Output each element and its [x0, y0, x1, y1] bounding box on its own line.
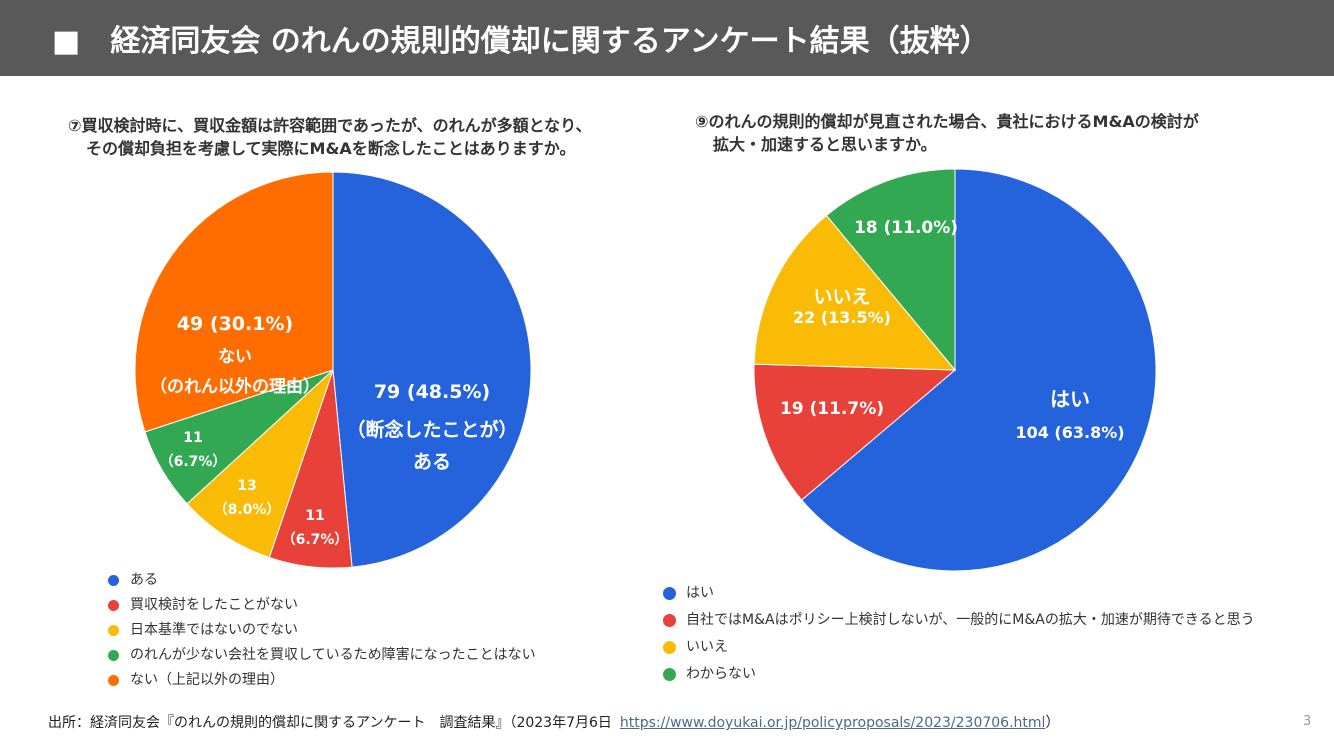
legend-dot-icon [663, 641, 676, 654]
chart1-question-line2: その償却負担を考慮して実際にM&Aを断念したことはありますか。 [86, 139, 576, 158]
chart2-slice-4-label-1: 18 (11.0%) [854, 218, 958, 238]
legend-label: いいえ [686, 639, 728, 655]
chart1-slice-5-label-3: （のれん以外の理由） [150, 376, 320, 397]
chart1-legend: ある買収検討をしたことがない 日本基準ではないのでないのれんが少ない会社を買収して… [108, 568, 536, 693]
page-title: ■ 経済同友会 のれんの規則的償却に関するアンケート結果（抜粋） [52, 24, 990, 59]
legend-label: わからない [686, 666, 756, 682]
source-footer: 出所：経済同友会『のれんの規則的償却に関するアンケート 調査結果』（2023年7… [48, 712, 1059, 732]
legend-dot-icon [663, 587, 676, 600]
legend-dot-icon [663, 668, 676, 681]
legend-label: はい [686, 585, 714, 601]
legend-dot-icon [108, 675, 119, 686]
legend-label: ある [130, 572, 158, 588]
chart2-legend-item: はい [663, 580, 1255, 607]
chart1-slice-3-label-1: 13 [237, 478, 256, 494]
chart2-legend-item: いいえ [663, 634, 1255, 661]
chart1-slice-3-label-2: （8.0%） [214, 502, 281, 518]
legend-dot-icon [663, 614, 676, 627]
chart2-slice-3-label-2: 22 (13.5%) [793, 308, 891, 327]
legend-label: 自社ではM&Aはポリシー上検討しないが、一般的にM&Aの拡大・加速が期待できると… [686, 612, 1255, 628]
chart1-slice-1 [332, 171, 532, 568]
legend-label: 買収検討をしたことがない [130, 597, 298, 613]
chart1-question: ⑦買収検討時に、買収金額は許容範囲であったが、のれんが多額となり、 その償却負担… [68, 114, 591, 160]
legend-label: 日本基準ではないのでない [130, 622, 298, 638]
source-close: ） [1045, 715, 1060, 731]
chart2-question: ⑨のれんの規則的償却が見直された場合、貴社におけるM&Aの検討が 拡大・加速する… [695, 110, 1199, 156]
chart2-slice-1 [801, 168, 1157, 572]
chart1-slice-1-label-3: ある [413, 451, 451, 473]
chart1-slice-1-label-2: （断念したことが） [346, 418, 517, 441]
chart1-slice-1-label-1: 79 (48.5%) [374, 381, 490, 403]
chart1-legend-item: ある [108, 568, 536, 593]
chart2-legend-item: わからない [663, 661, 1255, 688]
chart2-slice-2-label-1: 19 (11.7%) [780, 399, 884, 419]
chart1-legend-item: のれんが少ない会社を買収しているため障害になったことはない [108, 643, 536, 668]
legend-dot-icon [108, 575, 119, 586]
legend-label: のれんが少ない会社を買収しているため障害になったことはない [130, 647, 536, 663]
chart2-slice-1-label-1: はい [1050, 387, 1090, 411]
chart1-legend-item: 日本基準ではないのでない [108, 618, 536, 643]
chart1-slice-2-label-2: （6.7%） [282, 532, 349, 548]
chart1-slice-5 [134, 171, 334, 433]
chart2-question-line2: 拡大・加速すると思いますか。 [713, 135, 937, 154]
chart2-question-line1: ⑨のれんの規則的償却が見直された場合、貴社におけるM&Aの検討が [695, 112, 1199, 131]
chart1-slice-4-label-1: 11 [183, 430, 202, 446]
source-text: 出所：経済同友会『のれんの規則的償却に関するアンケート 調査結果』（2023年7… [48, 715, 612, 731]
source-link[interactable]: https://www.doyukai.or.jp/policyproposal… [619, 715, 1046, 731]
chart2-slice-2 [753, 363, 957, 501]
chart1-slice-5-label-2: ない [218, 347, 252, 367]
legend-dot-icon [108, 650, 119, 661]
chart2-legend: はい自社ではM&Aはポリシー上検討しないが、一般的にM&Aの拡大・加速が期待でき… [663, 580, 1255, 688]
chart1-legend-item: ない（上記以外の理由） [108, 668, 536, 693]
page-number: 3 [1303, 714, 1312, 729]
chart1-slice-5-label-1: 49 (30.1%) [177, 313, 293, 335]
chart1-slice-2-label-1: 11 [305, 508, 324, 524]
chart2-slice-3-label-1: いいえ [813, 286, 870, 308]
chart1-question-line1: ⑦買収検討時に、買収金額は許容範囲であったが、のれんが多額となり、 [68, 116, 592, 135]
header-bar: ■ 経済同友会 のれんの規則的償却に関するアンケート結果（抜粋） [0, 0, 1334, 76]
chart1-legend-item: 買収検討をしたことがない [108, 593, 536, 618]
chart1-slice-4-label-2: （6.7%） [160, 454, 227, 470]
legend-label: ない（上記以外の理由） [130, 672, 284, 688]
chart2-legend-item: 自社ではM&Aはポリシー上検討しないが、一般的にM&Aの拡大・加速が期待できると… [663, 607, 1255, 634]
legend-dot-icon [108, 600, 119, 611]
chart2-slice-4 [825, 168, 956, 372]
chart1-slice-3 [186, 369, 334, 559]
chart2-slice-3 [753, 214, 957, 371]
legend-dot-icon [108, 625, 119, 636]
chart2-slice-1-label-2: 104 (63.8%) [1015, 423, 1124, 442]
